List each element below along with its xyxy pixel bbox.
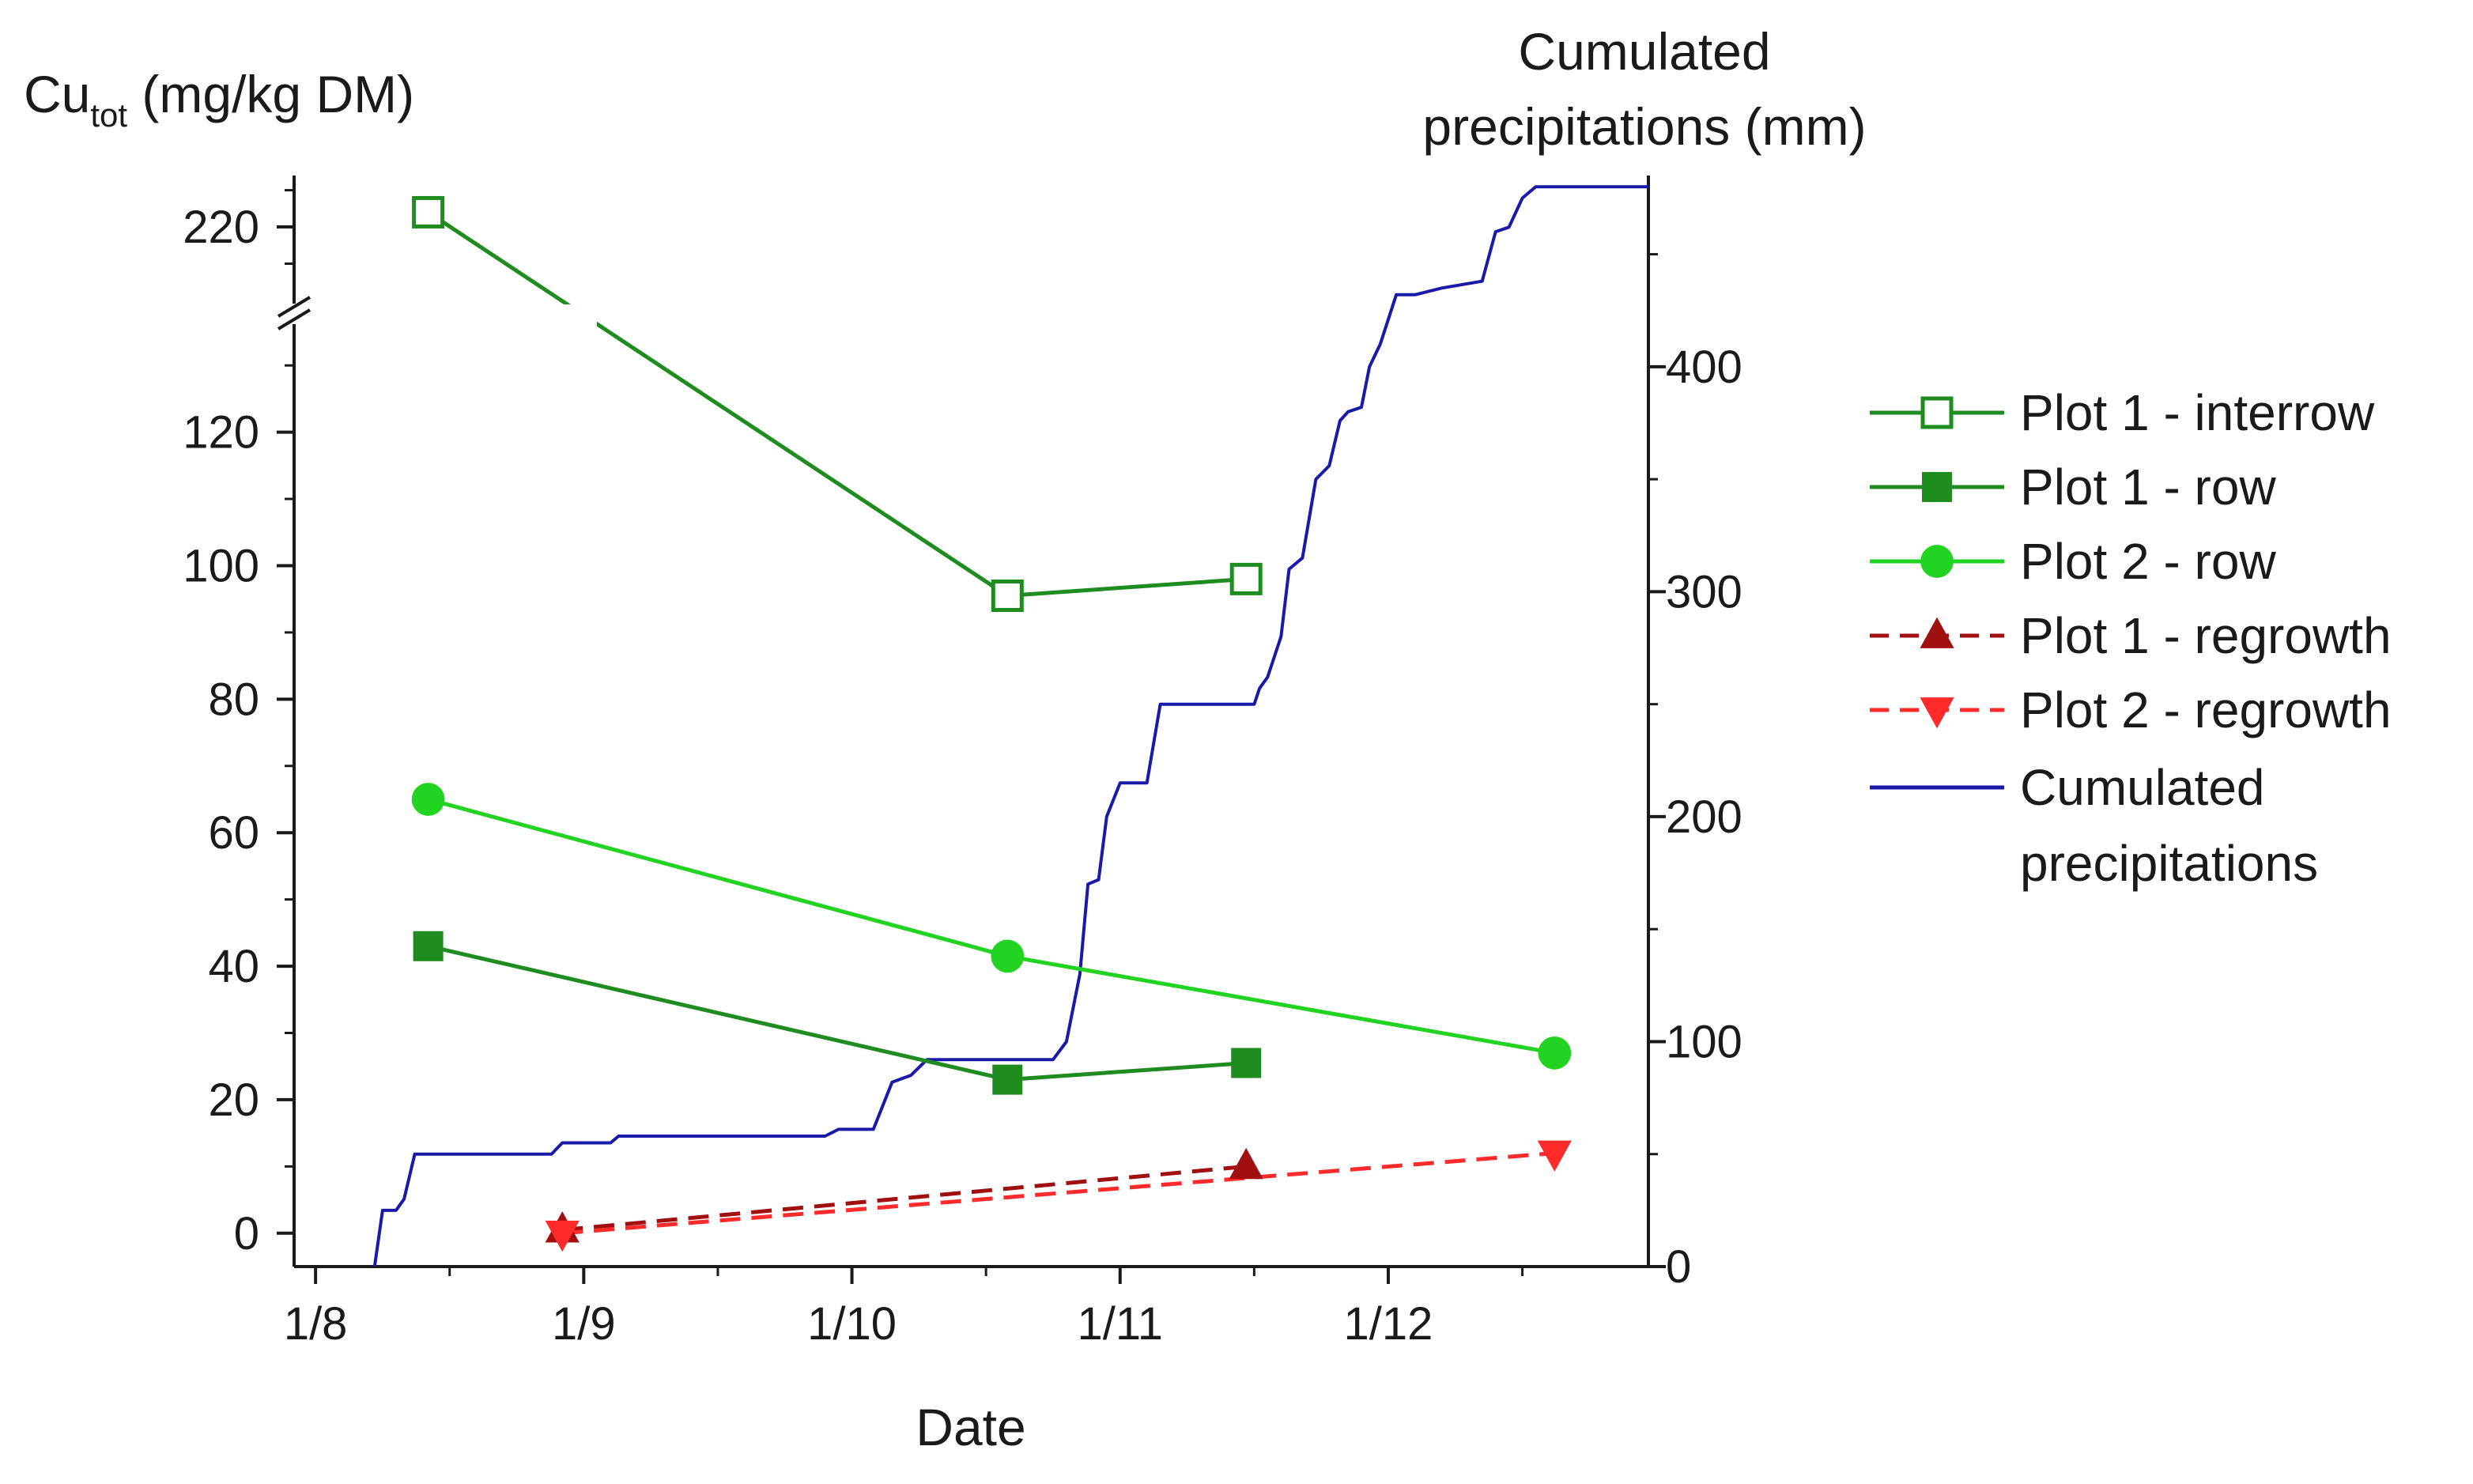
left-tick-label: 220 bbox=[183, 202, 259, 253]
legend-label-4: Plot 1 - regrowth bbox=[2020, 607, 2392, 664]
series-line-5 bbox=[561, 1151, 1555, 1236]
x-axis-title: Date bbox=[916, 1398, 1025, 1456]
x-tick-label: 1/12 bbox=[1344, 1298, 1433, 1350]
legend-label-3: Plot 2 - row bbox=[2020, 533, 2276, 590]
legend-marker-4 bbox=[1920, 617, 1954, 648]
series-markers bbox=[411, 195, 1572, 1252]
series-2-point-3 bbox=[1231, 1048, 1262, 1078]
legend-marker-2 bbox=[1922, 472, 1952, 502]
series-2-point-2 bbox=[992, 1064, 1023, 1095]
left-axis-title-text: Cutot (mg/kg DM) bbox=[24, 65, 414, 134]
x-tick-label: 1/8 bbox=[284, 1298, 348, 1350]
series-3-point-2 bbox=[991, 939, 1025, 973]
left-tick-label: 40 bbox=[208, 941, 259, 992]
left-axis-title-units: (mg/kg DM) bbox=[127, 65, 414, 123]
series-5-point-1 bbox=[545, 1220, 580, 1252]
legend-label-6-line1: Cumulated bbox=[2020, 759, 2265, 816]
axis-ticks: 1/8 1/9 1/10 1/11 1/12 0 20 40 60 80 100 120 220 0 100… bbox=[183, 189, 1742, 1350]
series-5-point-2 bbox=[1537, 1140, 1572, 1172]
plot-frame bbox=[277, 176, 1650, 1268]
right-axis-title-line1: Cumulated bbox=[1518, 22, 1770, 81]
left-axis-title-main: Cu bbox=[24, 65, 90, 123]
x-tick-label: 1/10 bbox=[807, 1298, 897, 1350]
legend-label-6-line2: precipitations bbox=[2020, 835, 2318, 892]
x-tick-label: 1/11 bbox=[1077, 1298, 1163, 1350]
axis-break-mark-upper bbox=[277, 296, 311, 318]
series-3-point-3 bbox=[1538, 1036, 1572, 1070]
series-4-point-2 bbox=[1229, 1147, 1263, 1180]
legend-marker-1 bbox=[1920, 396, 1954, 429]
right-tick-label: 200 bbox=[1666, 791, 1742, 843]
legend-label-5: Plot 2 - regrowth bbox=[2020, 682, 2392, 738]
right-axis-title-line2: precipitations (mm) bbox=[1422, 97, 1866, 156]
legend-label-1: Plot 1 - interrow bbox=[2020, 384, 2375, 441]
series-1-point-1 bbox=[412, 195, 445, 228]
legend-marker-3 bbox=[1920, 545, 1954, 578]
legend-label-2: Plot 1 - row bbox=[2020, 459, 2276, 515]
series-3-point-1 bbox=[411, 783, 445, 816]
right-tick-label: 0 bbox=[1666, 1241, 1691, 1293]
left-tick-label: 80 bbox=[208, 674, 259, 725]
legend: Plot 1 - interrow Plot 1 - row Plot 2 - ro… bbox=[1870, 384, 2392, 892]
right-tick-label: 400 bbox=[1666, 342, 1742, 393]
series-2-point-1 bbox=[413, 931, 444, 961]
series-1-point-2 bbox=[991, 579, 1024, 612]
left-tick-label: 120 bbox=[183, 407, 259, 459]
left-axis-title-subscript: tot bbox=[90, 96, 127, 134]
series-line-6 bbox=[372, 185, 1648, 1267]
series-line-4 bbox=[561, 1164, 1247, 1233]
x-tick-label: 1/9 bbox=[552, 1298, 616, 1350]
left-tick-label: 60 bbox=[208, 807, 259, 859]
axis-break-mark-lower bbox=[277, 308, 311, 330]
right-tick-label: 100 bbox=[1666, 1016, 1742, 1067]
legend-marker-5 bbox=[1920, 697, 1954, 729]
right-tick-label: 300 bbox=[1666, 566, 1742, 617]
left-axis-title: Cutot (mg/kg DM) bbox=[24, 65, 414, 134]
left-tick-label: 20 bbox=[208, 1074, 259, 1126]
series-1-point-3 bbox=[1229, 562, 1263, 595]
series-break-gap bbox=[549, 304, 597, 331]
left-tick-label: 0 bbox=[234, 1208, 259, 1259]
left-tick-label: 100 bbox=[183, 541, 259, 592]
